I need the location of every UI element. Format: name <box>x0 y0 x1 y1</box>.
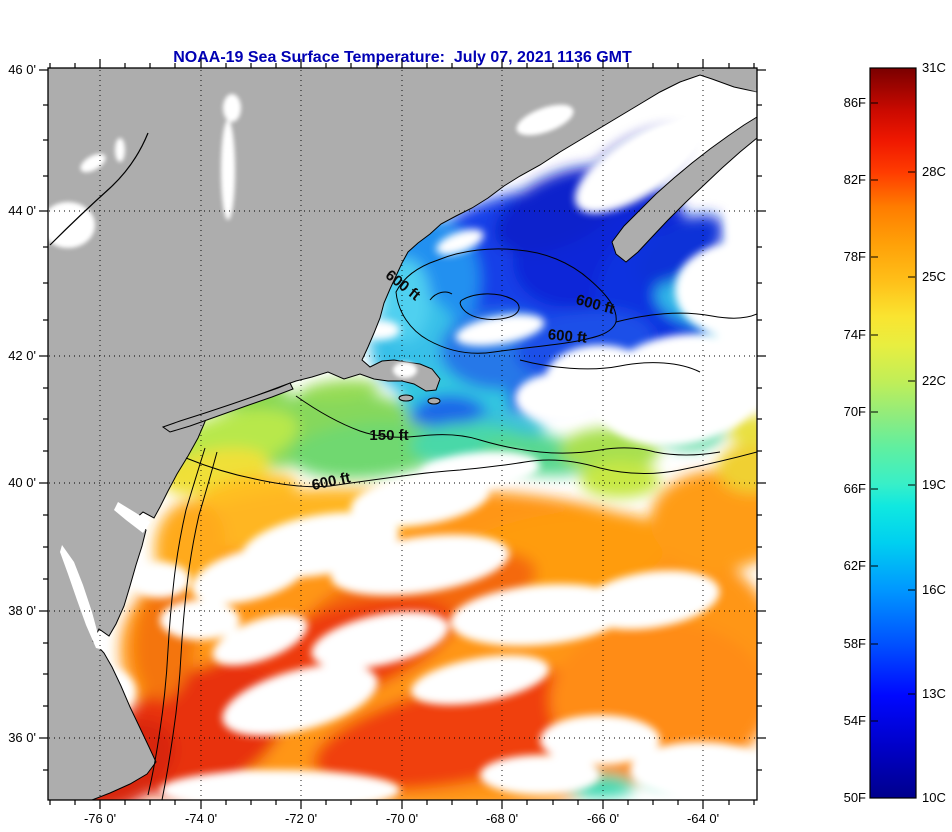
lat-tick-label: 38 0' <box>8 603 36 618</box>
nantucket-island <box>427 397 441 405</box>
contour-shelf-south-1 <box>147 447 206 796</box>
lon-tick-label: -76 0' <box>84 811 116 826</box>
colorbar-c-label: 31C <box>922 60 946 75</box>
colorbar-c-label: 25C <box>922 269 946 284</box>
colorbar-f-label: 86F <box>844 95 866 110</box>
hudson-river-line <box>49 132 149 246</box>
colorbar-c-label: 22C <box>922 373 946 388</box>
long-island <box>161 382 294 433</box>
mainland-coast <box>48 68 757 800</box>
contour-gom-inner-2 <box>429 291 453 301</box>
lat-tick-label: 36 0' <box>8 730 36 745</box>
lat-tick-label: 44 0' <box>8 203 36 218</box>
bathymetry-contours <box>147 248 757 800</box>
colorbar-c-label: 28C <box>922 164 946 179</box>
marthas-vineyard-island <box>398 394 414 402</box>
estuary-layer <box>60 502 150 650</box>
contour-gom-inner-1 <box>459 293 520 321</box>
contour-600ft-shelf <box>185 451 757 488</box>
contour-georges-bank <box>519 359 701 373</box>
axis-tick-labels: -76 0' -74 0' -72 0' -70 0' -68 0' -66 0' -64 … <box>8 62 719 826</box>
contour-shelf-south-2 <box>161 451 218 800</box>
colorbar-c-label: 10C <box>922 790 946 805</box>
contour-label: 150 ft <box>369 427 408 444</box>
lon-tick-label: -70 0' <box>386 811 418 826</box>
colorbar-c-label: 16C <box>922 582 946 597</box>
contour-east-arc <box>615 312 757 323</box>
chesapeake-bay <box>60 545 104 650</box>
river-layer <box>49 132 149 246</box>
lon-tick-label: -66 0' <box>587 811 619 826</box>
colorbar-c-label: 19C <box>922 477 946 492</box>
land-layer <box>48 68 757 800</box>
lon-tick-label: -64 0' <box>687 811 719 826</box>
colorbar-f-label: 50F <box>844 790 866 805</box>
colorbar-f-label: 62F <box>844 558 866 573</box>
colorbar-f-label: 58F <box>844 636 866 651</box>
colorbar-f-label: 78F <box>844 249 866 264</box>
lat-tick-label: 42 0' <box>8 348 36 363</box>
lon-tick-label: -68 0' <box>486 811 518 826</box>
lat-tick-label: 40 0' <box>8 475 36 490</box>
lon-tick-label: -74 0' <box>185 811 217 826</box>
axis-ticks <box>39 59 766 809</box>
colorbar-f-label: 74F <box>844 327 866 342</box>
colorbar-f-label: 70F <box>844 404 866 419</box>
colorbar-f-label: 54F <box>844 713 866 728</box>
colorbar-labels: 50F 54F 58F 62F 66F 70F 74F 78F 82F 86F 10C 13C 16C 1… <box>844 60 946 805</box>
lat-tick-label: 46 0' <box>8 62 36 77</box>
delaware-bay <box>114 502 150 533</box>
nova-scotia <box>611 116 757 263</box>
colorbar-f-label: 82F <box>844 172 866 187</box>
colorbar <box>869 67 917 799</box>
contour-150ft-shelf <box>295 395 721 456</box>
contour-label: 600 ft <box>547 326 588 346</box>
title-line-1: NOAA-19 Sea Surface Temperature: July 07… <box>173 49 632 66</box>
colorbar-c-label: 13C <box>922 686 946 701</box>
colorbar-f-label: 66F <box>844 481 866 496</box>
inland-water-cloud-layer <box>48 92 757 378</box>
lon-tick-label: -72 0' <box>285 811 317 826</box>
